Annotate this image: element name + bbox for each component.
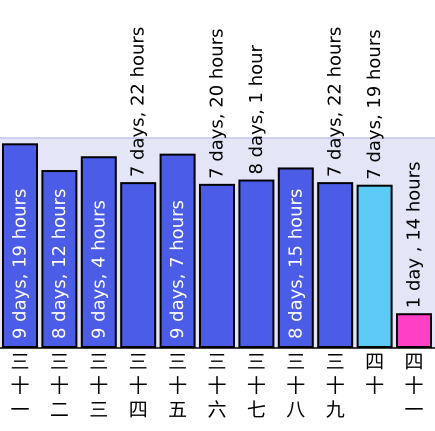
x-tick-1-char-2: 十 <box>10 375 29 397</box>
x-tick-3-char-3: 三 <box>89 399 108 421</box>
x-tick-10-char-1: 四 <box>365 351 384 373</box>
x-tick-5-char-2: 十 <box>168 375 187 397</box>
x-tick-9-char-3: 九 <box>326 399 345 421</box>
bar-11 <box>396 313 432 349</box>
x-tick-4-char-2: 十 <box>129 375 148 397</box>
bar-4 <box>120 182 157 348</box>
x-tick-4-char-1: 三 <box>129 351 148 373</box>
bar-1 <box>2 143 38 348</box>
x-tick-2-char-2: 十 <box>50 375 69 397</box>
x-tick-6-char-2: 十 <box>207 375 226 397</box>
x-tick-1-char-3: 一 <box>10 399 29 421</box>
bar-6 <box>199 183 235 348</box>
x-tick-6-char-1: 三 <box>207 351 226 373</box>
x-tick-5-char-1: 三 <box>168 351 187 373</box>
x-tick-9-char-1: 三 <box>326 351 345 373</box>
bar-7 <box>238 179 275 348</box>
x-tick-7-char-1: 三 <box>247 351 266 373</box>
bar-2 <box>41 170 78 348</box>
bar-8 <box>277 167 314 348</box>
bar-label-3: 9 days, 4 hours <box>88 200 109 339</box>
x-tick-8-char-1: 三 <box>286 351 305 373</box>
bar-5 <box>159 153 196 348</box>
bar-label-1: 9 days, 19 hours <box>10 189 31 339</box>
x-tick-9-char-2: 十 <box>326 375 345 397</box>
x-tick-3-char-1: 三 <box>89 351 108 373</box>
x-tick-3-char-2: 十 <box>89 375 108 397</box>
bar-label-7: 8 days, 1 hour <box>246 44 267 174</box>
x-tick-6-char-3: 六 <box>207 399 226 421</box>
x-tick-10-char-2: 十 <box>365 375 384 397</box>
bar-labels-group: 9 days, 19 hours 8 days, 12 hours 9 days, … <box>10 27 425 339</box>
bar-label-8: 8 days, 15 hours <box>285 189 306 339</box>
bar-label-5: 9 days, 7 hours <box>167 200 188 339</box>
bar-label-6: 7 days, 20 hours <box>207 29 228 179</box>
bar-label-9: 7 days, 22 hours <box>325 27 346 177</box>
bar-3 <box>80 156 117 348</box>
bars-group <box>2 143 432 349</box>
x-tick-7-char-3: 七 <box>247 399 266 421</box>
x-tick-2-char-1: 三 <box>50 351 69 373</box>
bar-label-4: 7 days, 22 hours <box>128 27 149 177</box>
x-tick-11-char-2: 十 <box>404 375 423 397</box>
bar-9 <box>317 182 354 348</box>
x-tick-1-char-1: 三 <box>10 351 29 373</box>
x-tick-11-char-1: 四 <box>404 351 423 373</box>
x-tick-5-char-3: 五 <box>168 399 187 421</box>
bar-10 <box>356 184 393 348</box>
x-tick-11-char-3: 一 <box>404 399 423 421</box>
x-tick-2-char-3: 二 <box>50 399 69 421</box>
x-tick-7-char-2: 十 <box>247 375 266 397</box>
x-tick-4-char-3: 四 <box>129 399 148 421</box>
bar-label-2: 8 days, 12 hours <box>49 189 70 339</box>
x-tick-8-char-3: 八 <box>286 399 305 421</box>
x-tick-8-char-2: 十 <box>286 375 305 397</box>
bar-label-11: 1 day , 14 hours <box>404 162 425 309</box>
bar-label-10: 7 days, 19 hours <box>364 29 385 179</box>
